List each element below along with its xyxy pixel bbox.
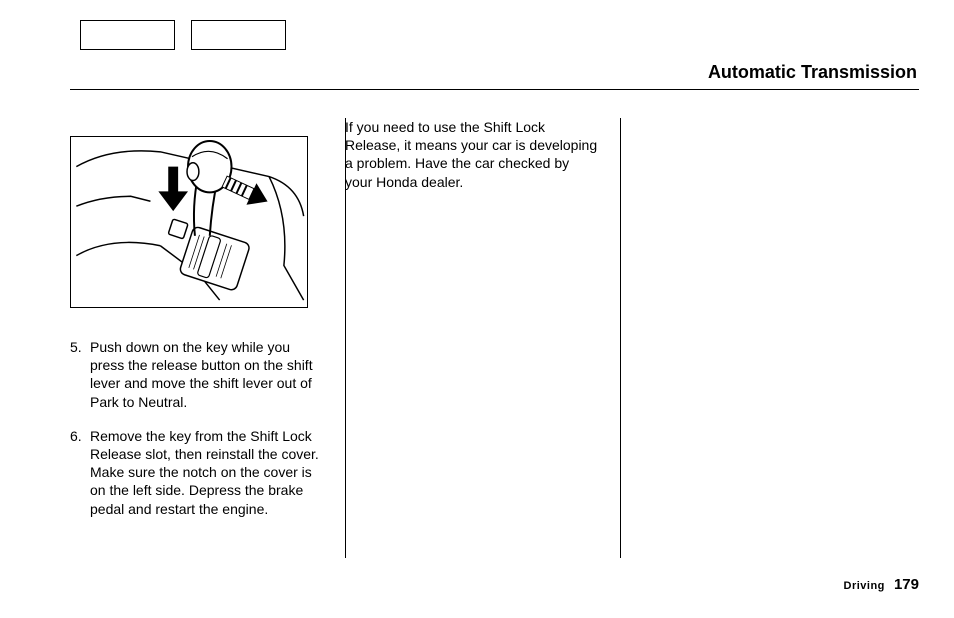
step-text: Push down on the key while you press the… bbox=[90, 338, 325, 411]
column-3 bbox=[620, 118, 895, 534]
header-rule bbox=[70, 89, 919, 90]
shift-lever-illustration bbox=[70, 136, 308, 308]
column-1: 5. Push down on the key while you press … bbox=[70, 118, 345, 534]
footer-page-number: 179 bbox=[894, 576, 919, 593]
step-5: 5. Push down on the key while you press … bbox=[70, 338, 325, 411]
footer-section: Driving bbox=[844, 580, 885, 592]
header: Automatic Transmission bbox=[70, 62, 919, 90]
content-area: 5. Push down on the key while you press … bbox=[70, 118, 895, 534]
top-nav-boxes bbox=[80, 20, 286, 50]
step-number: 6. bbox=[70, 427, 90, 518]
nav-box-1[interactable] bbox=[80, 20, 175, 50]
step-6: 6. Remove the key from the Shift Lock Re… bbox=[70, 427, 325, 518]
warning-paragraph: If you need to use the Shift Lock Releas… bbox=[345, 118, 600, 191]
nav-box-2[interactable] bbox=[191, 20, 286, 50]
page-footer: Driving 179 bbox=[844, 576, 920, 593]
step-text: Remove the key from the Shift Lock Relea… bbox=[90, 427, 325, 518]
page-title: Automatic Transmission bbox=[70, 62, 919, 87]
column-2: If you need to use the Shift Lock Releas… bbox=[345, 118, 620, 534]
step-number: 5. bbox=[70, 338, 90, 411]
